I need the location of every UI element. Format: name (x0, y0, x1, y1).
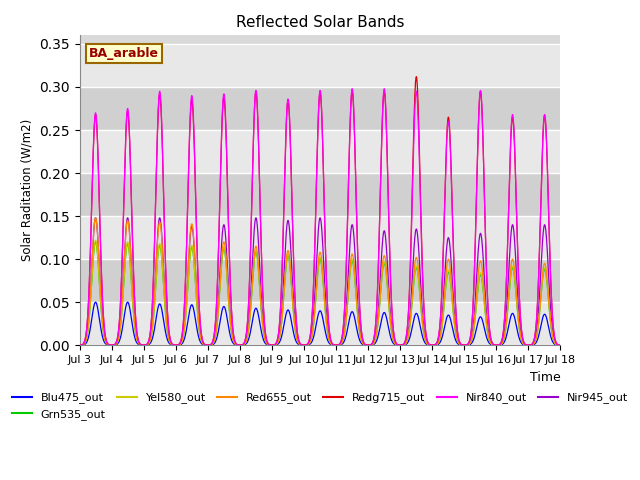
Bar (79, 259, 561, 302)
Y-axis label: Solar Raditation (W/m2): Solar Raditation (W/m2) (20, 119, 33, 262)
Yel580_out (496, 342, 504, 348)
Nir945_out (159, 255, 167, 261)
Nir840_out (260, 313, 268, 319)
Nir945_out (92, 215, 99, 221)
Grn535_out (547, 326, 555, 332)
Red655_out (260, 332, 268, 338)
Blu475_out (159, 314, 167, 320)
Nir945_out (429, 342, 436, 348)
Red655_out (76, 342, 83, 348)
Nir840_out (547, 292, 555, 298)
Grn535_out (496, 342, 504, 348)
Yel580_out (92, 237, 99, 243)
Red655_out (557, 342, 564, 348)
Blu475_out (461, 342, 468, 348)
Redg715_out (159, 165, 167, 170)
Nir840_out (348, 86, 356, 92)
Blu475_out (557, 342, 564, 348)
Nir840_out (496, 342, 504, 348)
Redg715_out (496, 342, 504, 348)
Redg715_out (412, 74, 420, 80)
Yel580_out (131, 322, 138, 327)
Grn535_out (92, 239, 99, 245)
Grn535_out (159, 274, 167, 280)
Bar (79, 44, 561, 87)
Redg715_out (429, 342, 436, 348)
Grn535_out (557, 342, 564, 348)
X-axis label: Time: Time (530, 371, 561, 384)
Bar (79, 173, 561, 216)
Nir945_out (260, 329, 268, 335)
Line: Nir840_out: Nir840_out (79, 89, 561, 345)
Nir840_out (281, 168, 289, 174)
Redg715_out (547, 293, 555, 299)
Red655_out (92, 215, 99, 221)
Redg715_out (557, 342, 564, 348)
Blu475_out (547, 336, 555, 341)
Yel580_out (281, 276, 289, 281)
Yel580_out (547, 325, 555, 331)
Nir840_out (159, 163, 167, 168)
Blu475_out (496, 342, 504, 348)
Nir945_out (547, 316, 555, 322)
Redg715_out (76, 342, 83, 348)
Red655_out (131, 317, 138, 323)
Blu475_out (76, 342, 83, 348)
Line: Redg715_out: Redg715_out (79, 77, 561, 345)
Line: Blu475_out: Blu475_out (79, 302, 561, 345)
Redg715_out (281, 169, 289, 175)
Text: BA_arable: BA_arable (89, 47, 159, 60)
Yel580_out (159, 273, 167, 279)
Line: Yel580_out: Yel580_out (79, 240, 561, 345)
Red655_out (525, 342, 532, 348)
Bar (79, 130, 561, 173)
Blu475_out (131, 334, 138, 339)
Redg715_out (260, 313, 268, 319)
Red655_out (547, 324, 555, 330)
Bar (79, 87, 561, 130)
Line: Nir945_out: Nir945_out (79, 218, 561, 345)
Nir945_out (131, 317, 138, 323)
Blu475_out (260, 338, 268, 344)
Red655_out (159, 258, 167, 264)
Nir840_out (76, 342, 83, 348)
Title: Reflected Solar Bands: Reflected Solar Bands (236, 15, 404, 30)
Legend: Blu475_out, Grn535_out, Yel580_out, Red655_out, Redg715_out, Nir840_out, Nir945_: Blu475_out, Grn535_out, Yel580_out, Red6… (8, 388, 632, 424)
Nir945_out (281, 251, 289, 257)
Nir840_out (557, 342, 564, 348)
Nir945_out (76, 342, 83, 348)
Blu475_out (92, 300, 99, 305)
Yel580_out (557, 342, 564, 348)
Line: Grn535_out: Grn535_out (79, 242, 561, 345)
Nir945_out (557, 342, 564, 348)
Grn535_out (260, 333, 268, 338)
Line: Red655_out: Red655_out (79, 218, 561, 345)
Red655_out (495, 342, 503, 348)
Nir945_out (496, 342, 504, 348)
Grn535_out (131, 322, 138, 328)
Grn535_out (281, 277, 289, 283)
Redg715_out (131, 292, 138, 298)
Yel580_out (76, 342, 83, 348)
Bar (79, 302, 561, 345)
Grn535_out (461, 342, 468, 348)
Yel580_out (260, 333, 268, 338)
Red655_out (281, 273, 289, 279)
Nir840_out (131, 291, 138, 297)
Bar (79, 216, 561, 259)
Yel580_out (461, 342, 468, 348)
Blu475_out (281, 316, 289, 322)
Grn535_out (76, 342, 83, 348)
Nir840_out (429, 342, 436, 348)
